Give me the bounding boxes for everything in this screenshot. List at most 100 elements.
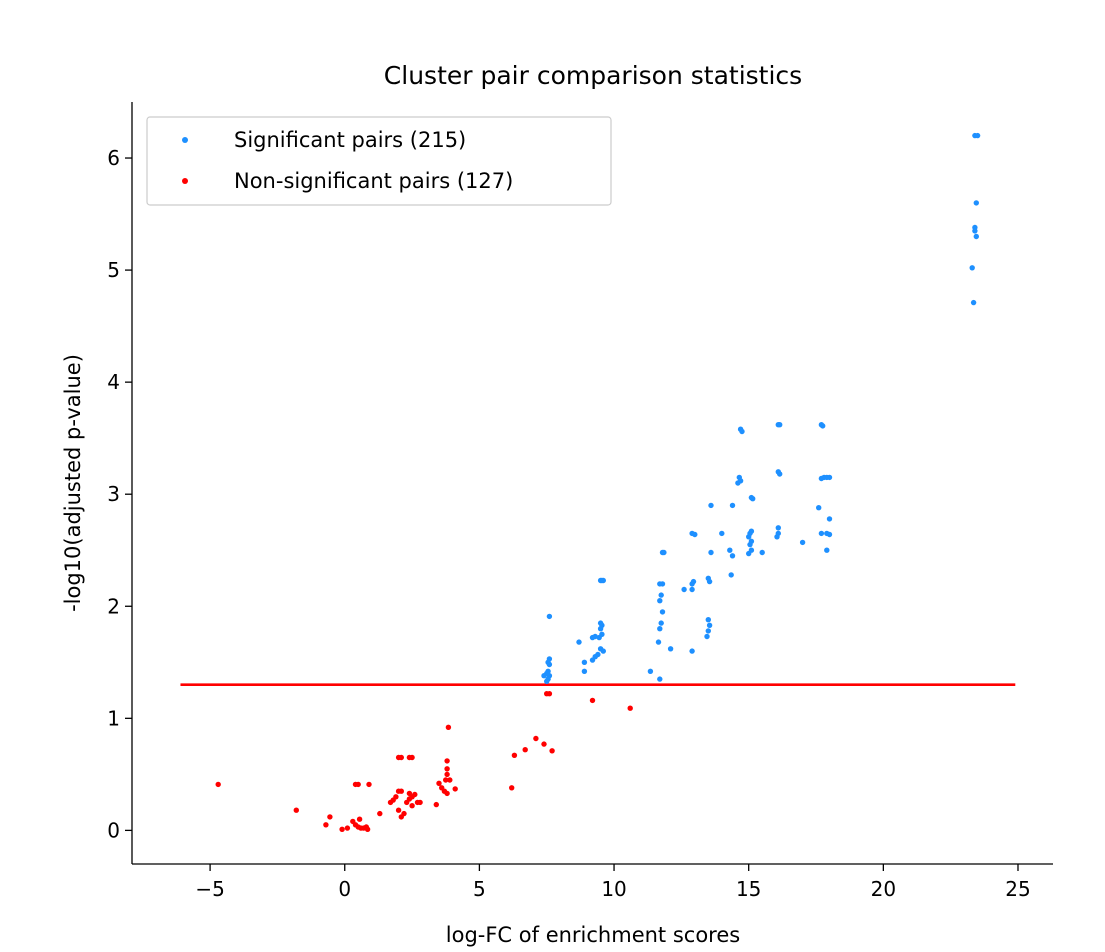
data-point [657,676,663,682]
data-point [447,777,453,783]
data-point [658,592,664,598]
data-point [541,741,547,747]
data-point [818,530,825,537]
data-point [599,577,605,584]
data-point [444,790,450,797]
data-point [799,539,806,546]
data-point [775,525,781,531]
data-point [533,735,539,742]
data-point [689,586,695,593]
y-tick-label: 4 [107,370,120,394]
data-point [973,233,979,240]
data-point [445,724,452,730]
data-point [597,626,604,632]
data-point [576,639,582,645]
data-point [777,422,783,428]
data-point [692,531,698,538]
x-tick-label: −5 [195,877,224,901]
data-point [826,474,833,481]
data-point [546,661,553,668]
data-point [215,781,221,788]
data-point [708,549,714,556]
data-point [729,502,736,509]
data-point [969,265,975,271]
y-tick-label: 0 [107,818,120,842]
data-point [681,586,687,593]
data-point [706,578,713,585]
x-ticks: −5 0 5 10 15 20 25 [195,864,1031,901]
data-point [344,825,351,831]
data-point [366,781,372,788]
chart-title: Cluster pair comparison statistics [384,61,802,90]
data-point [589,634,596,641]
data-point [727,547,733,553]
data-point [355,781,361,788]
data-point [339,826,345,832]
data-point [970,299,977,306]
data-point [509,785,515,791]
data-point [973,200,979,206]
data-point [705,617,711,623]
data-point [323,822,329,828]
data-point [826,531,833,538]
data-point [658,620,664,626]
data-point [719,530,725,537]
data-point [826,516,833,522]
data-point [647,668,654,674]
data-point [705,628,711,634]
y-tick-label: 1 [107,706,120,730]
x-tick-label: 20 [871,877,896,901]
data-point [364,826,371,832]
data-point [747,541,753,548]
legend-box [146,116,612,206]
data-point [816,505,822,511]
data-point [546,691,553,697]
data-point [728,572,734,578]
y-tick-label: 5 [107,258,120,282]
data-point [706,622,713,628]
data-point [655,639,662,645]
plot-area [180,132,1016,832]
data-point [661,549,667,556]
y-tick-label: 6 [107,146,120,170]
x-tick-label: 10 [601,877,626,901]
data-point [774,534,780,540]
legend-label-significant: Significant pairs (215) [234,128,466,152]
data-point [627,705,633,711]
data-point [444,771,450,778]
y-ticks: 0 1 2 3 4 5 6 [107,146,132,842]
data-point [544,678,550,684]
data-point [401,810,407,817]
data-point [398,788,404,794]
data-point [393,794,399,800]
data-point [409,803,415,809]
data-point [589,697,596,704]
data-point [395,807,402,813]
data-point [689,648,695,654]
legend: Significant pairs (215) Non-significant … [146,116,612,206]
data-point [293,807,299,813]
data-point [581,659,588,665]
data-point [600,648,606,654]
data-point [443,777,449,783]
data-point [452,786,458,792]
x-tick-label: 15 [736,877,761,901]
data-point [433,801,439,808]
data-point [444,766,450,772]
y-tick-label: 2 [107,594,120,618]
x-tick-label: 5 [473,877,486,901]
data-point [659,581,666,587]
data-point [581,668,588,674]
legend-marker-significant [182,137,188,143]
data-point [398,754,404,761]
data-point [704,633,710,640]
data-point [657,598,663,604]
data-point [820,423,826,429]
series-1 [215,691,633,832]
data-point [659,609,666,615]
y-axis-label: -log10(adjusted p-value) [61,354,85,612]
data-point [549,748,555,754]
data-point [412,791,418,798]
data-point [511,752,518,758]
data-point [690,578,697,585]
